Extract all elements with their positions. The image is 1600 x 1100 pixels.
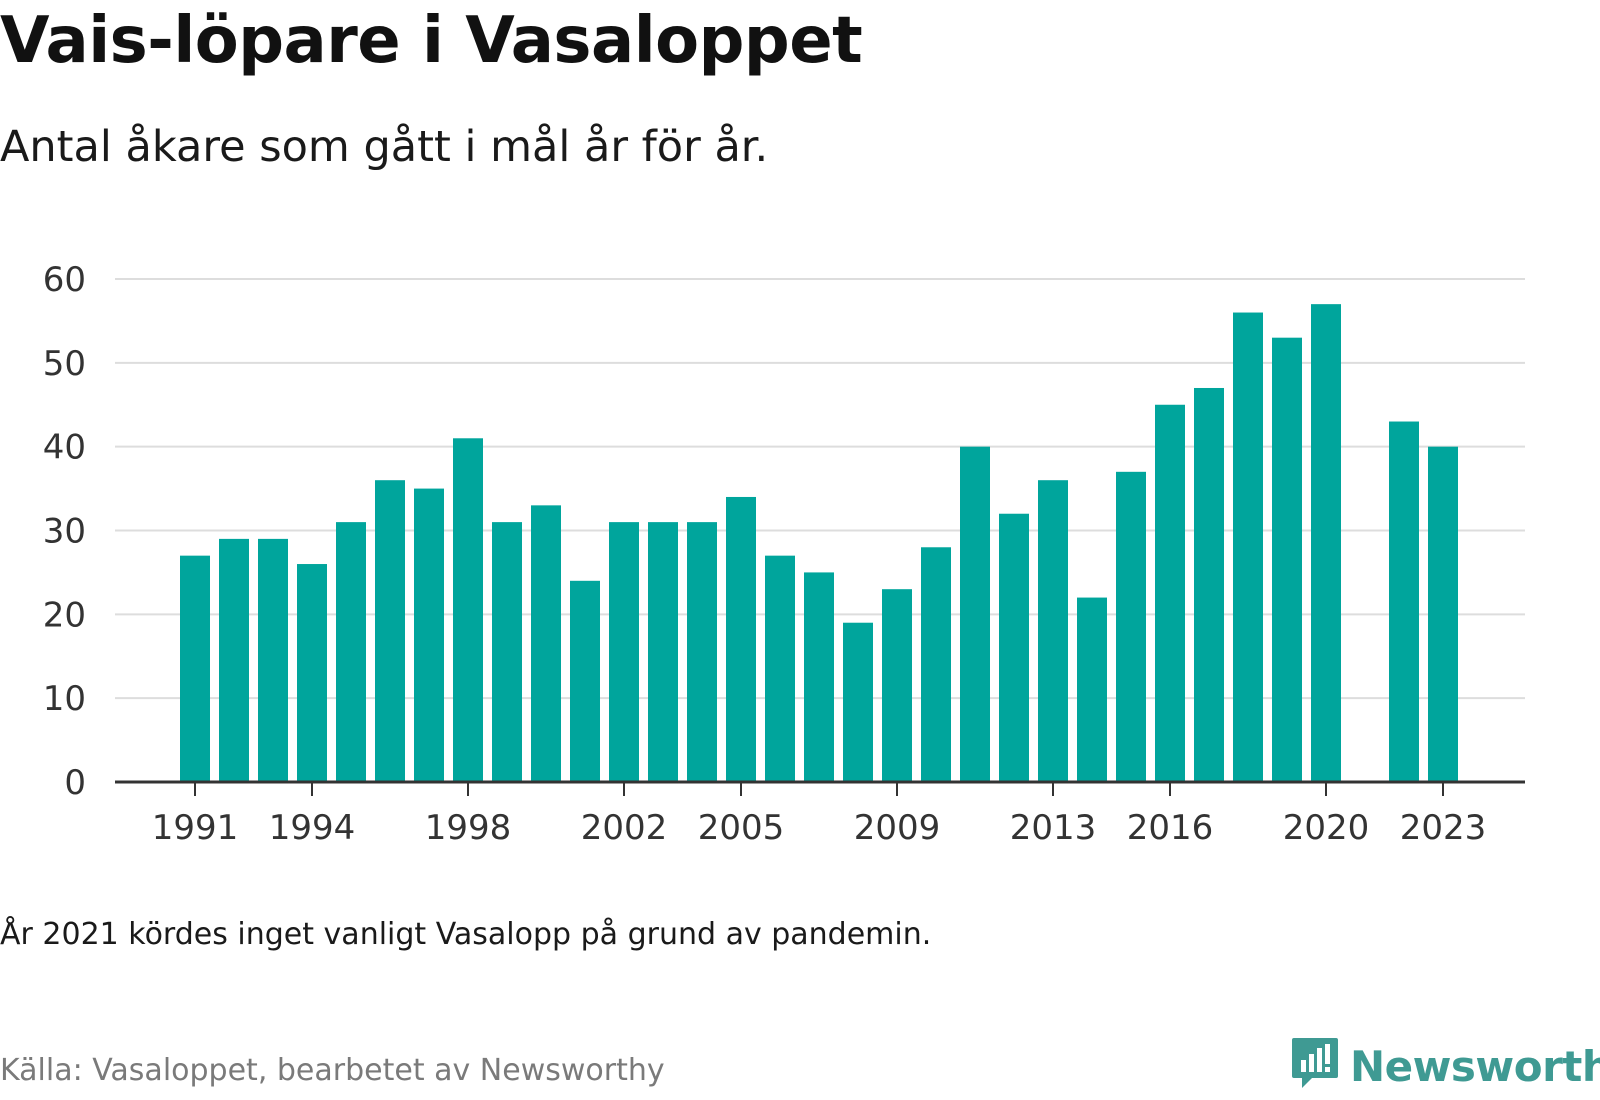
bar-2007 xyxy=(804,572,834,782)
source-credit: Källa: Vasaloppet, bearbetet av Newswort… xyxy=(0,1053,665,1088)
x-tick-label-1994: 1994 xyxy=(269,808,356,848)
bar-2009 xyxy=(882,589,912,782)
bar-2003 xyxy=(648,522,678,782)
bar-2013 xyxy=(1038,480,1068,782)
newsworthy-logo: Newsworthy xyxy=(1290,1036,1600,1096)
bar-1995 xyxy=(336,522,366,782)
y-tick-label-0: 0 xyxy=(64,763,86,803)
y-tick-label-40: 40 xyxy=(43,428,86,468)
bar-2023 xyxy=(1428,446,1458,782)
bar-2022 xyxy=(1389,421,1419,782)
bar-2015 xyxy=(1116,471,1146,782)
chart-subtitle: Antal åkare som gått i mål år för år. xyxy=(0,122,769,172)
bar-1997 xyxy=(414,488,444,782)
bar-2001 xyxy=(570,580,600,782)
bar-2018 xyxy=(1233,312,1263,782)
y-tick-label-10: 10 xyxy=(43,679,86,719)
bar-2012 xyxy=(999,513,1029,782)
y-tick-label-30: 30 xyxy=(43,512,86,552)
bar-2011 xyxy=(960,446,990,782)
bar-1998 xyxy=(453,438,483,782)
bar-chart: 0 10 20 30 40 50 60 1991 1994 1998 2002 2005 2009 20… xyxy=(43,260,1525,848)
bar-2017 xyxy=(1194,387,1224,782)
bar-1993 xyxy=(258,538,288,782)
newsworthy-logo-icon xyxy=(1290,1036,1340,1096)
x-tick-label-2020: 2020 xyxy=(1283,808,1370,848)
bar-2016 xyxy=(1155,404,1185,782)
bar-1996 xyxy=(375,480,405,782)
bar-1991 xyxy=(180,555,210,782)
x-tick-label-1991: 1991 xyxy=(152,808,239,848)
newsworthy-brand-text: Newsworthy xyxy=(1350,1041,1600,1091)
bar-2014 xyxy=(1077,597,1107,782)
chart-title: Vais-löpare i Vasaloppet xyxy=(0,4,863,78)
y-tick-label-60: 60 xyxy=(43,260,86,300)
x-axis-labels: 1991 1994 1998 2002 2005 2009 2013 2016 2020 2023 xyxy=(152,808,1487,848)
bars xyxy=(180,304,1458,782)
bar-1992 xyxy=(219,538,249,782)
bar-2000 xyxy=(531,505,561,782)
bar-2019 xyxy=(1272,337,1302,782)
x-tick-label-2013: 2013 xyxy=(1010,808,1097,848)
bar-2020 xyxy=(1311,304,1341,782)
bar-2002 xyxy=(609,522,639,782)
footnote: År 2021 kördes inget vanligt Vasalopp på… xyxy=(0,917,932,952)
x-tick-label-2023: 2023 xyxy=(1400,808,1487,848)
x-tick-label-2016: 2016 xyxy=(1127,808,1214,848)
bar-2010 xyxy=(921,547,951,782)
y-tick-label-50: 50 xyxy=(43,344,86,384)
y-axis-labels: 0 10 20 30 40 50 60 xyxy=(43,260,86,803)
x-axis xyxy=(115,780,1525,796)
bar-1999 xyxy=(492,522,522,782)
bar-2004 xyxy=(687,522,717,782)
y-tick-label-20: 20 xyxy=(43,595,86,635)
bar-2005 xyxy=(726,496,756,782)
bar-2006 xyxy=(765,555,795,782)
bar-2008 xyxy=(843,622,873,782)
x-tick-label-1998: 1998 xyxy=(425,808,512,848)
x-tick-label-2009: 2009 xyxy=(854,808,941,848)
x-tick-label-2005: 2005 xyxy=(698,808,785,848)
x-tick-label-2002: 2002 xyxy=(581,808,668,848)
bar-1994 xyxy=(297,564,327,782)
